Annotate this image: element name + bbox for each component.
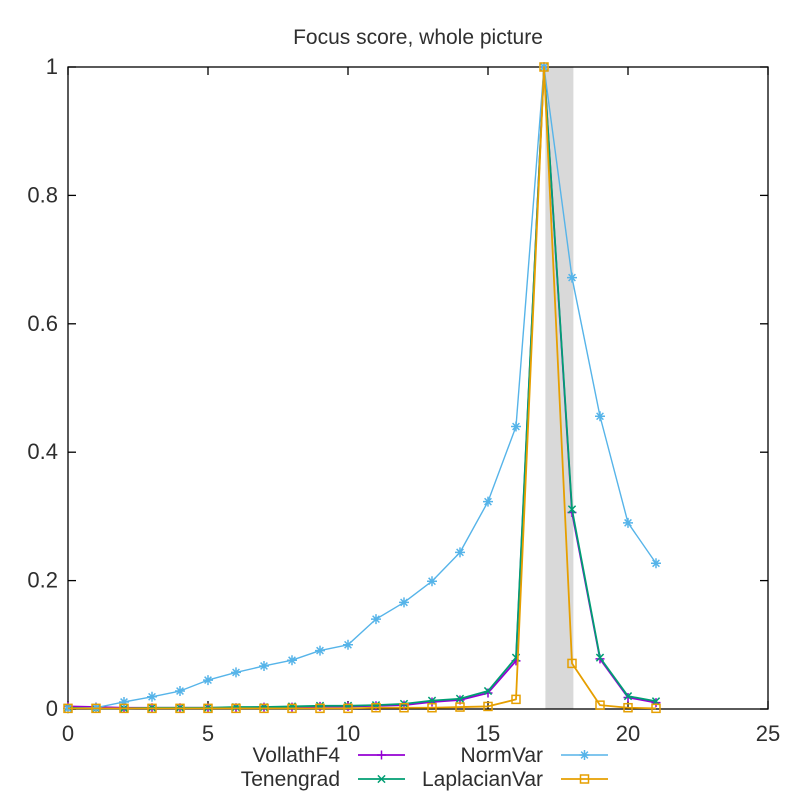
asterisk-marker-icon [315,645,325,656]
legend-item-NormVar: NormVar [461,744,608,767]
chart-title: Focus score, whole picture [293,26,543,49]
asterisk-marker-icon [427,576,437,587]
x-tick-label: 5 [202,721,214,746]
square-marker-icon [91,703,101,714]
y-tick-label: 0.8 [27,182,58,207]
asterisk-marker-icon [287,655,297,666]
asterisk-marker-icon [483,496,493,507]
legend-item-Tenengrad: Tenengrad [241,768,405,791]
series-LaplacianVar [63,62,661,714]
square-marker-icon [119,703,129,714]
square-marker-icon [483,701,493,712]
square-marker-icon [427,702,437,713]
square-marker-icon [539,62,549,72]
legend-label: Tenengrad [241,768,340,791]
x-tick-label: 10 [336,721,360,746]
square-marker-icon [567,658,577,669]
x-tick-label: 15 [476,721,500,746]
cross-marker-icon [377,774,386,784]
asterisk-marker-icon [567,272,577,283]
legend-label: VollathF4 [252,744,340,767]
asterisk-marker-icon [175,686,185,697]
legend-label: NormVar [461,744,543,767]
square-marker-icon [651,703,661,714]
asterisk-marker-icon [579,750,590,760]
axis-tick-labels: 0 5 10 15 20 25 0 0.2 0.4 0.6 0.8 1 [27,54,780,746]
asterisk-marker-icon [203,675,213,686]
square-marker-icon [623,702,633,713]
y-tick-label: 0 [46,696,58,721]
plus-marker-icon [651,698,661,708]
plot-border [67,66,769,710]
square-marker-icon [287,703,297,714]
asterisk-marker-icon [259,660,269,671]
square-marker-icon [595,700,605,710]
x-tick-label: 0 [62,721,74,746]
y-tick-label: 0.2 [27,568,58,593]
square-marker-icon [259,703,269,714]
square-marker-icon [371,702,381,713]
y-tick-label: 0.4 [27,439,58,464]
square-marker-icon [231,703,241,714]
asterisk-marker-icon [371,614,381,625]
asterisk-marker-icon [595,411,605,422]
asterisk-marker-icon [511,421,521,432]
square-marker-icon [455,702,465,712]
LaplacianVar-line [68,66,657,710]
asterisk-marker-icon [147,691,157,702]
square-marker-icon [579,774,590,784]
plus-marker-icon [377,750,386,760]
square-marker-icon [203,703,213,714]
square-marker-icon [399,702,409,713]
NormVar-line [67,66,657,710]
asterisk-marker-icon [119,696,129,707]
cross-marker-icon [623,692,633,701]
asterisk-marker-icon [651,558,661,569]
axis-ticks [67,66,769,710]
asterisk-marker-icon [455,547,465,558]
cross-marker-icon [567,505,577,514]
legend-item-VollathF4: VollathF4 [252,744,405,767]
y-tick-label: 0.6 [27,311,58,336]
asterisk-marker-icon [343,639,353,650]
square-marker-icon [511,694,521,705]
square-marker-icon [343,703,353,714]
cross-marker-icon [483,686,493,696]
square-marker-icon [175,703,185,714]
y-tick-label: 1 [46,54,58,79]
legend-label: LaplacianVar [422,768,543,791]
plus-marker-icon [427,697,437,707]
asterisk-marker-icon [623,517,633,528]
square-marker-icon [315,703,325,714]
square-marker-icon [147,703,157,714]
asterisk-marker-icon [231,667,241,678]
asterisk-marker-icon [399,597,409,608]
cross-marker-icon [455,694,465,703]
square-marker-icon [63,703,73,714]
legend-item-LaplacianVar: LaplacianVar [422,768,608,791]
cross-marker-icon [595,653,605,662]
x-tick-label: 20 [616,721,640,746]
x-tick-label: 25 [756,721,780,746]
